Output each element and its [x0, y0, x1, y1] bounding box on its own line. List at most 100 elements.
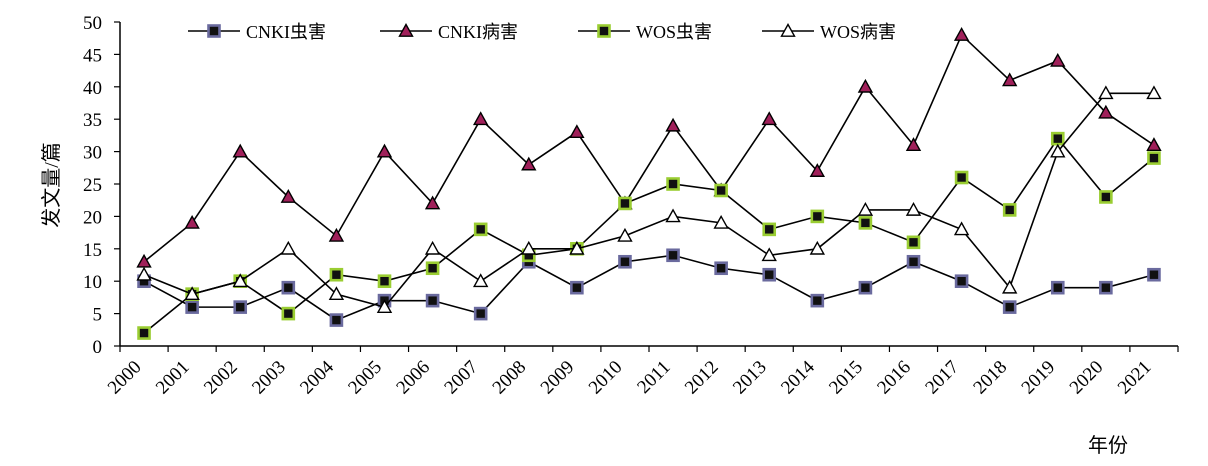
- data-point: [377, 274, 392, 289]
- data-point: [473, 306, 488, 321]
- data-point: [617, 227, 633, 242]
- legend-label: CNKI病害: [438, 22, 518, 42]
- data-point: [136, 266, 152, 281]
- y-tick-label: 25: [83, 175, 102, 196]
- data-point: [1050, 280, 1065, 295]
- data-point: [281, 280, 296, 295]
- data-point: [954, 170, 969, 185]
- data-point: [905, 137, 922, 152]
- y-tick-label: 40: [83, 78, 102, 99]
- data-point: [232, 273, 248, 288]
- y-tick-label: 20: [83, 207, 102, 228]
- y-tick-label: 30: [83, 143, 102, 164]
- series-4: [136, 85, 1162, 314]
- data-point: [1002, 203, 1017, 217]
- data-point: [473, 222, 488, 237]
- data-point: [809, 163, 826, 177]
- data-point: [1098, 85, 1114, 100]
- y-tick-label: 10: [83, 272, 102, 293]
- data-point: [136, 253, 152, 268]
- data-point: [1146, 137, 1162, 152]
- data-point: [666, 177, 680, 191]
- series-layer: [136, 27, 1162, 340]
- data-point: [1099, 280, 1113, 295]
- legend-item: WOS病害: [762, 22, 896, 42]
- x-tick-label: 2018: [969, 357, 1011, 399]
- data-point: [953, 27, 970, 41]
- x-tick-label: 2000: [104, 357, 146, 399]
- data-point: [597, 24, 611, 38]
- data-point: [665, 117, 681, 132]
- data-point: [665, 208, 681, 223]
- data-point: [857, 201, 874, 216]
- x-tick-label: 2009: [537, 357, 579, 399]
- data-point: [761, 111, 777, 126]
- legend-label: CNKI虫害: [246, 22, 326, 42]
- data-point: [398, 23, 414, 37]
- data-point: [185, 300, 199, 314]
- x-tick-label: 2012: [681, 357, 723, 399]
- data-point: [207, 24, 221, 38]
- data-point: [953, 221, 970, 236]
- data-point: [1098, 104, 1114, 119]
- data-point: [424, 240, 441, 255]
- x-tick-label: 2021: [1114, 357, 1156, 399]
- data-point: [329, 267, 344, 282]
- x-tick-label: 2001: [152, 357, 194, 399]
- legend-item: CNKI虫害: [188, 22, 326, 42]
- series-line: [143, 137, 1155, 334]
- x-tick-label: 2003: [248, 357, 290, 399]
- data-point: [618, 196, 632, 211]
- data-point: [905, 201, 922, 216]
- x-tick-label: 2014: [777, 356, 819, 398]
- data-point: [906, 254, 921, 269]
- data-point: [666, 248, 680, 263]
- x-tick-label: 2002: [200, 357, 242, 399]
- data-point: [425, 261, 440, 276]
- data-point: [761, 247, 777, 262]
- data-point: [906, 235, 921, 250]
- data-point: [472, 273, 489, 288]
- y-tick-label: 45: [83, 45, 102, 66]
- data-point: [376, 299, 393, 314]
- axes: 0 5 10 15 20 25 30 35 40 45 50 2000 2001 2002 2003 2004…: [83, 13, 1179, 399]
- x-tick-label: 2016: [873, 357, 915, 399]
- data-point: [569, 124, 585, 139]
- data-point: [1099, 190, 1113, 204]
- legend-item: CNKI病害: [380, 22, 518, 42]
- data-point: [713, 214, 729, 229]
- data-point: [329, 313, 344, 327]
- x-tick-label: 2020: [1066, 357, 1108, 399]
- data-point: [954, 274, 969, 289]
- data-point: [232, 143, 248, 158]
- data-point: [425, 293, 440, 308]
- series-2: [136, 27, 1162, 268]
- data-point: [810, 293, 825, 308]
- data-point: [858, 280, 873, 295]
- y-tick-label: 50: [83, 13, 102, 34]
- data-point: [424, 195, 441, 210]
- x-tick-label: 2015: [825, 357, 867, 399]
- data-point: [1050, 143, 1066, 158]
- series-line: [143, 33, 1155, 263]
- y-tick-label: 35: [83, 110, 102, 131]
- data-point: [280, 189, 297, 203]
- data-point: [328, 286, 345, 301]
- legend-item: WOS虫害: [578, 22, 712, 42]
- data-point: [328, 227, 345, 242]
- data-point: [780, 23, 796, 37]
- data-point: [809, 240, 826, 255]
- data-point: [137, 326, 151, 340]
- data-point: [1001, 279, 1018, 294]
- data-point: [714, 261, 728, 276]
- data-point: [1147, 267, 1161, 282]
- data-point: [521, 240, 537, 255]
- x-tick-label: 2017: [921, 357, 963, 399]
- data-point: [1147, 151, 1161, 165]
- data-point: [521, 156, 537, 171]
- x-tick-label: 2006: [392, 357, 434, 399]
- data-point: [1002, 300, 1017, 314]
- data-point: [714, 183, 728, 198]
- data-point: [569, 240, 585, 255]
- data-point: [184, 286, 200, 301]
